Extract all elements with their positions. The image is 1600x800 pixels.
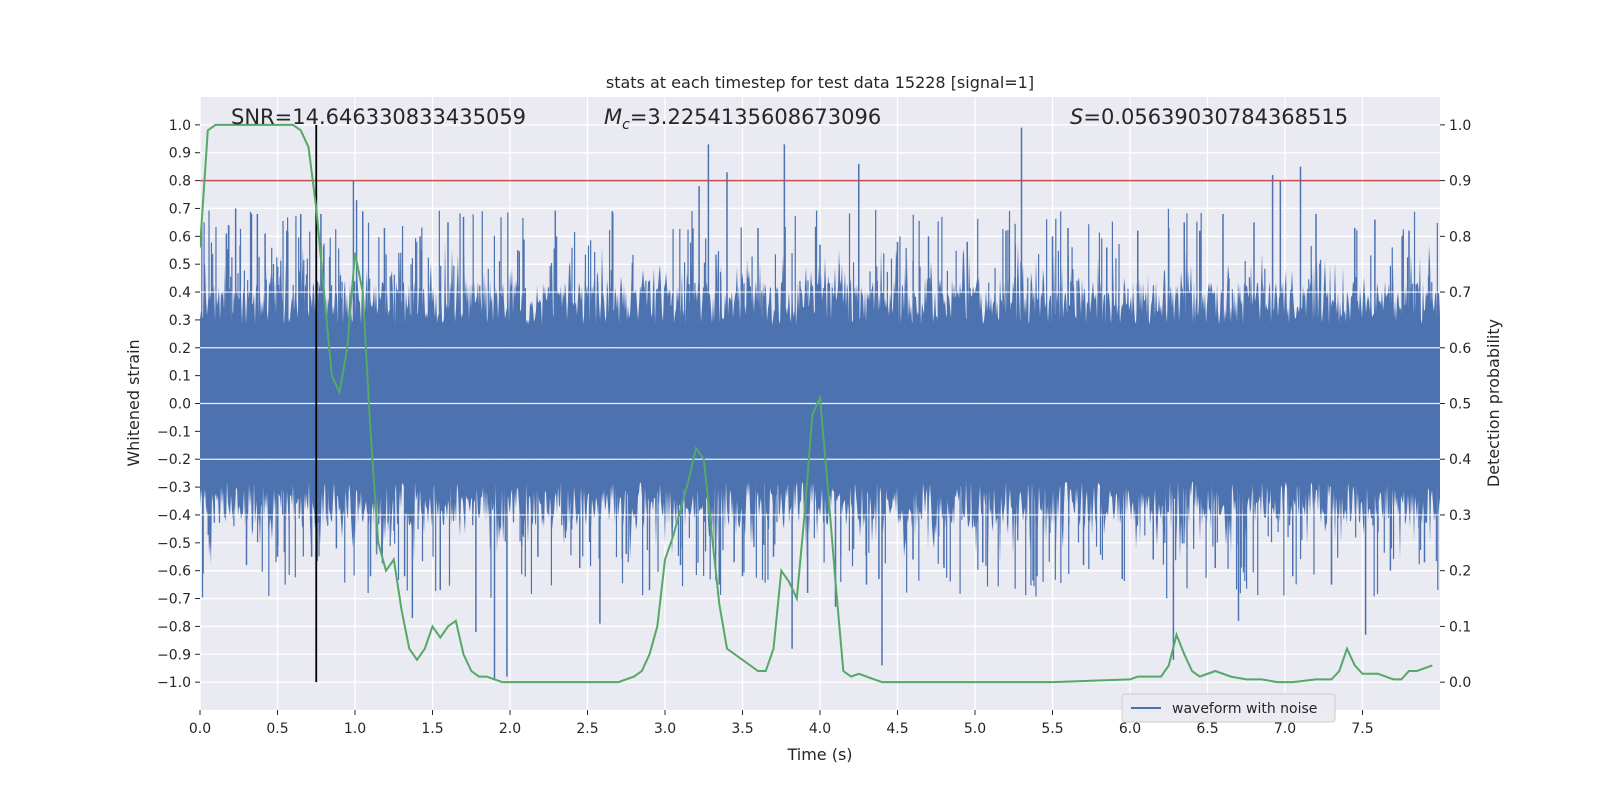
x-tick-label: 6.5 <box>1196 721 1218 737</box>
y2-tick-label: 0.6 <box>1449 341 1471 357</box>
y-tick-label: 0.2 <box>169 341 191 357</box>
y-axis-ticks: −1.0 −0.9 −0.8 −0.7 −0.6 −0.5 −0.4 −0.3 −0.2 −0.1… <box>157 118 200 691</box>
probability-line <box>200 123 1433 684</box>
y-tick-label: −0.5 <box>157 536 191 552</box>
x-tick-label: 6.0 <box>1119 721 1141 737</box>
y2-tick-label: 0.3 <box>1449 508 1471 524</box>
x-tick-label: 4.0 <box>809 721 831 737</box>
s-annotation: S=0.05639030784368515 <box>1070 105 1348 129</box>
y-tick-label: −0.6 <box>157 564 191 580</box>
y-tick-label: −0.1 <box>157 424 191 440</box>
chart-title: stats at each timestep for test data 152… <box>606 73 1034 92</box>
y2-tick-label: 0.1 <box>1449 619 1471 635</box>
x-tick-label: 4.5 <box>886 721 908 737</box>
s-symbol: S <box>1070 105 1083 129</box>
x-axis-label: Time (s) <box>786 745 852 764</box>
x-tick-label: 2.0 <box>499 721 521 737</box>
x-tick-label: 7.5 <box>1351 721 1373 737</box>
x-axis-ticks: 0.0 0.5 1.0 1.5 2.0 2.5 3.0 3.5 4.0 4.5 5.0 5.5 6.0 6… <box>189 710 1374 737</box>
x-tick-label: 7.0 <box>1274 721 1296 737</box>
y-tick-label: −1.0 <box>157 675 191 691</box>
y2-tick-label: 1.0 <box>1449 118 1471 134</box>
y-axis-label: Whitened strain <box>124 339 143 466</box>
y2-tick-label: 0.5 <box>1449 397 1471 413</box>
waveform-spikes <box>201 127 1439 680</box>
s-value: =0.05639030784368515 <box>1083 105 1348 129</box>
legend-label: waveform with noise <box>1172 701 1317 717</box>
y-tick-label: 0.8 <box>169 174 191 190</box>
y2-tick-label: 0.4 <box>1449 452 1471 468</box>
y-tick-label: −0.4 <box>157 508 191 524</box>
y2-tick-label: 0.0 <box>1449 675 1471 691</box>
y-tick-label: −0.2 <box>157 452 191 468</box>
x-tick-label: 3.0 <box>654 721 676 737</box>
mc-symbol: M <box>604 105 622 129</box>
x-tick-label: 1.0 <box>344 721 366 737</box>
y-tick-label: 0.7 <box>169 201 191 217</box>
mc-subscript: c <box>622 117 630 133</box>
y2-axis-label: Detection probability <box>1484 319 1503 487</box>
y2-tick-label: 0.8 <box>1449 229 1471 245</box>
mc-value: =3.2254135608673096 <box>630 105 881 129</box>
y-tick-label: −0.7 <box>157 592 191 608</box>
x-tick-label: 2.5 <box>576 721 598 737</box>
y-tick-label: 0.4 <box>169 285 191 301</box>
y-tick-label: 0.9 <box>169 146 191 162</box>
y-tick-label: 0.5 <box>169 257 191 273</box>
y-tick-label: 0.0 <box>169 397 191 413</box>
y2-axis-ticks: 0.0 0.1 0.2 0.3 0.4 0.5 0.6 0.7 0.8 0.9 1.0 <box>1440 118 1471 691</box>
y-tick-label: 0.6 <box>169 229 191 245</box>
x-tick-label: 5.0 <box>964 721 986 737</box>
x-tick-label: 1.5 <box>421 721 443 737</box>
y2-tick-label: 0.2 <box>1449 564 1471 580</box>
legend: waveform with noise <box>1121 693 1336 723</box>
x-tick-label: 3.5 <box>731 721 753 737</box>
snr-annotation: SNR=14.646330833435059 <box>231 105 526 129</box>
y-tick-label: −0.8 <box>157 619 191 635</box>
y-tick-label: 1.0 <box>169 118 191 134</box>
mc-annotation: Mc=3.2254135608673096 <box>604 105 881 133</box>
y-tick-label: −0.9 <box>157 647 191 663</box>
x-tick-label: 5.5 <box>1041 721 1063 737</box>
y-tick-label: −0.3 <box>157 480 191 496</box>
x-tick-label: 0.5 <box>266 721 288 737</box>
y2-tick-label: 0.9 <box>1449 174 1471 190</box>
x-tick-label: 0.0 <box>189 721 211 737</box>
y-tick-label: 0.3 <box>169 313 191 329</box>
legend-box <box>1121 693 1336 723</box>
y2-tick-label: 0.7 <box>1449 285 1471 301</box>
y-tick-label: 0.1 <box>169 369 191 385</box>
